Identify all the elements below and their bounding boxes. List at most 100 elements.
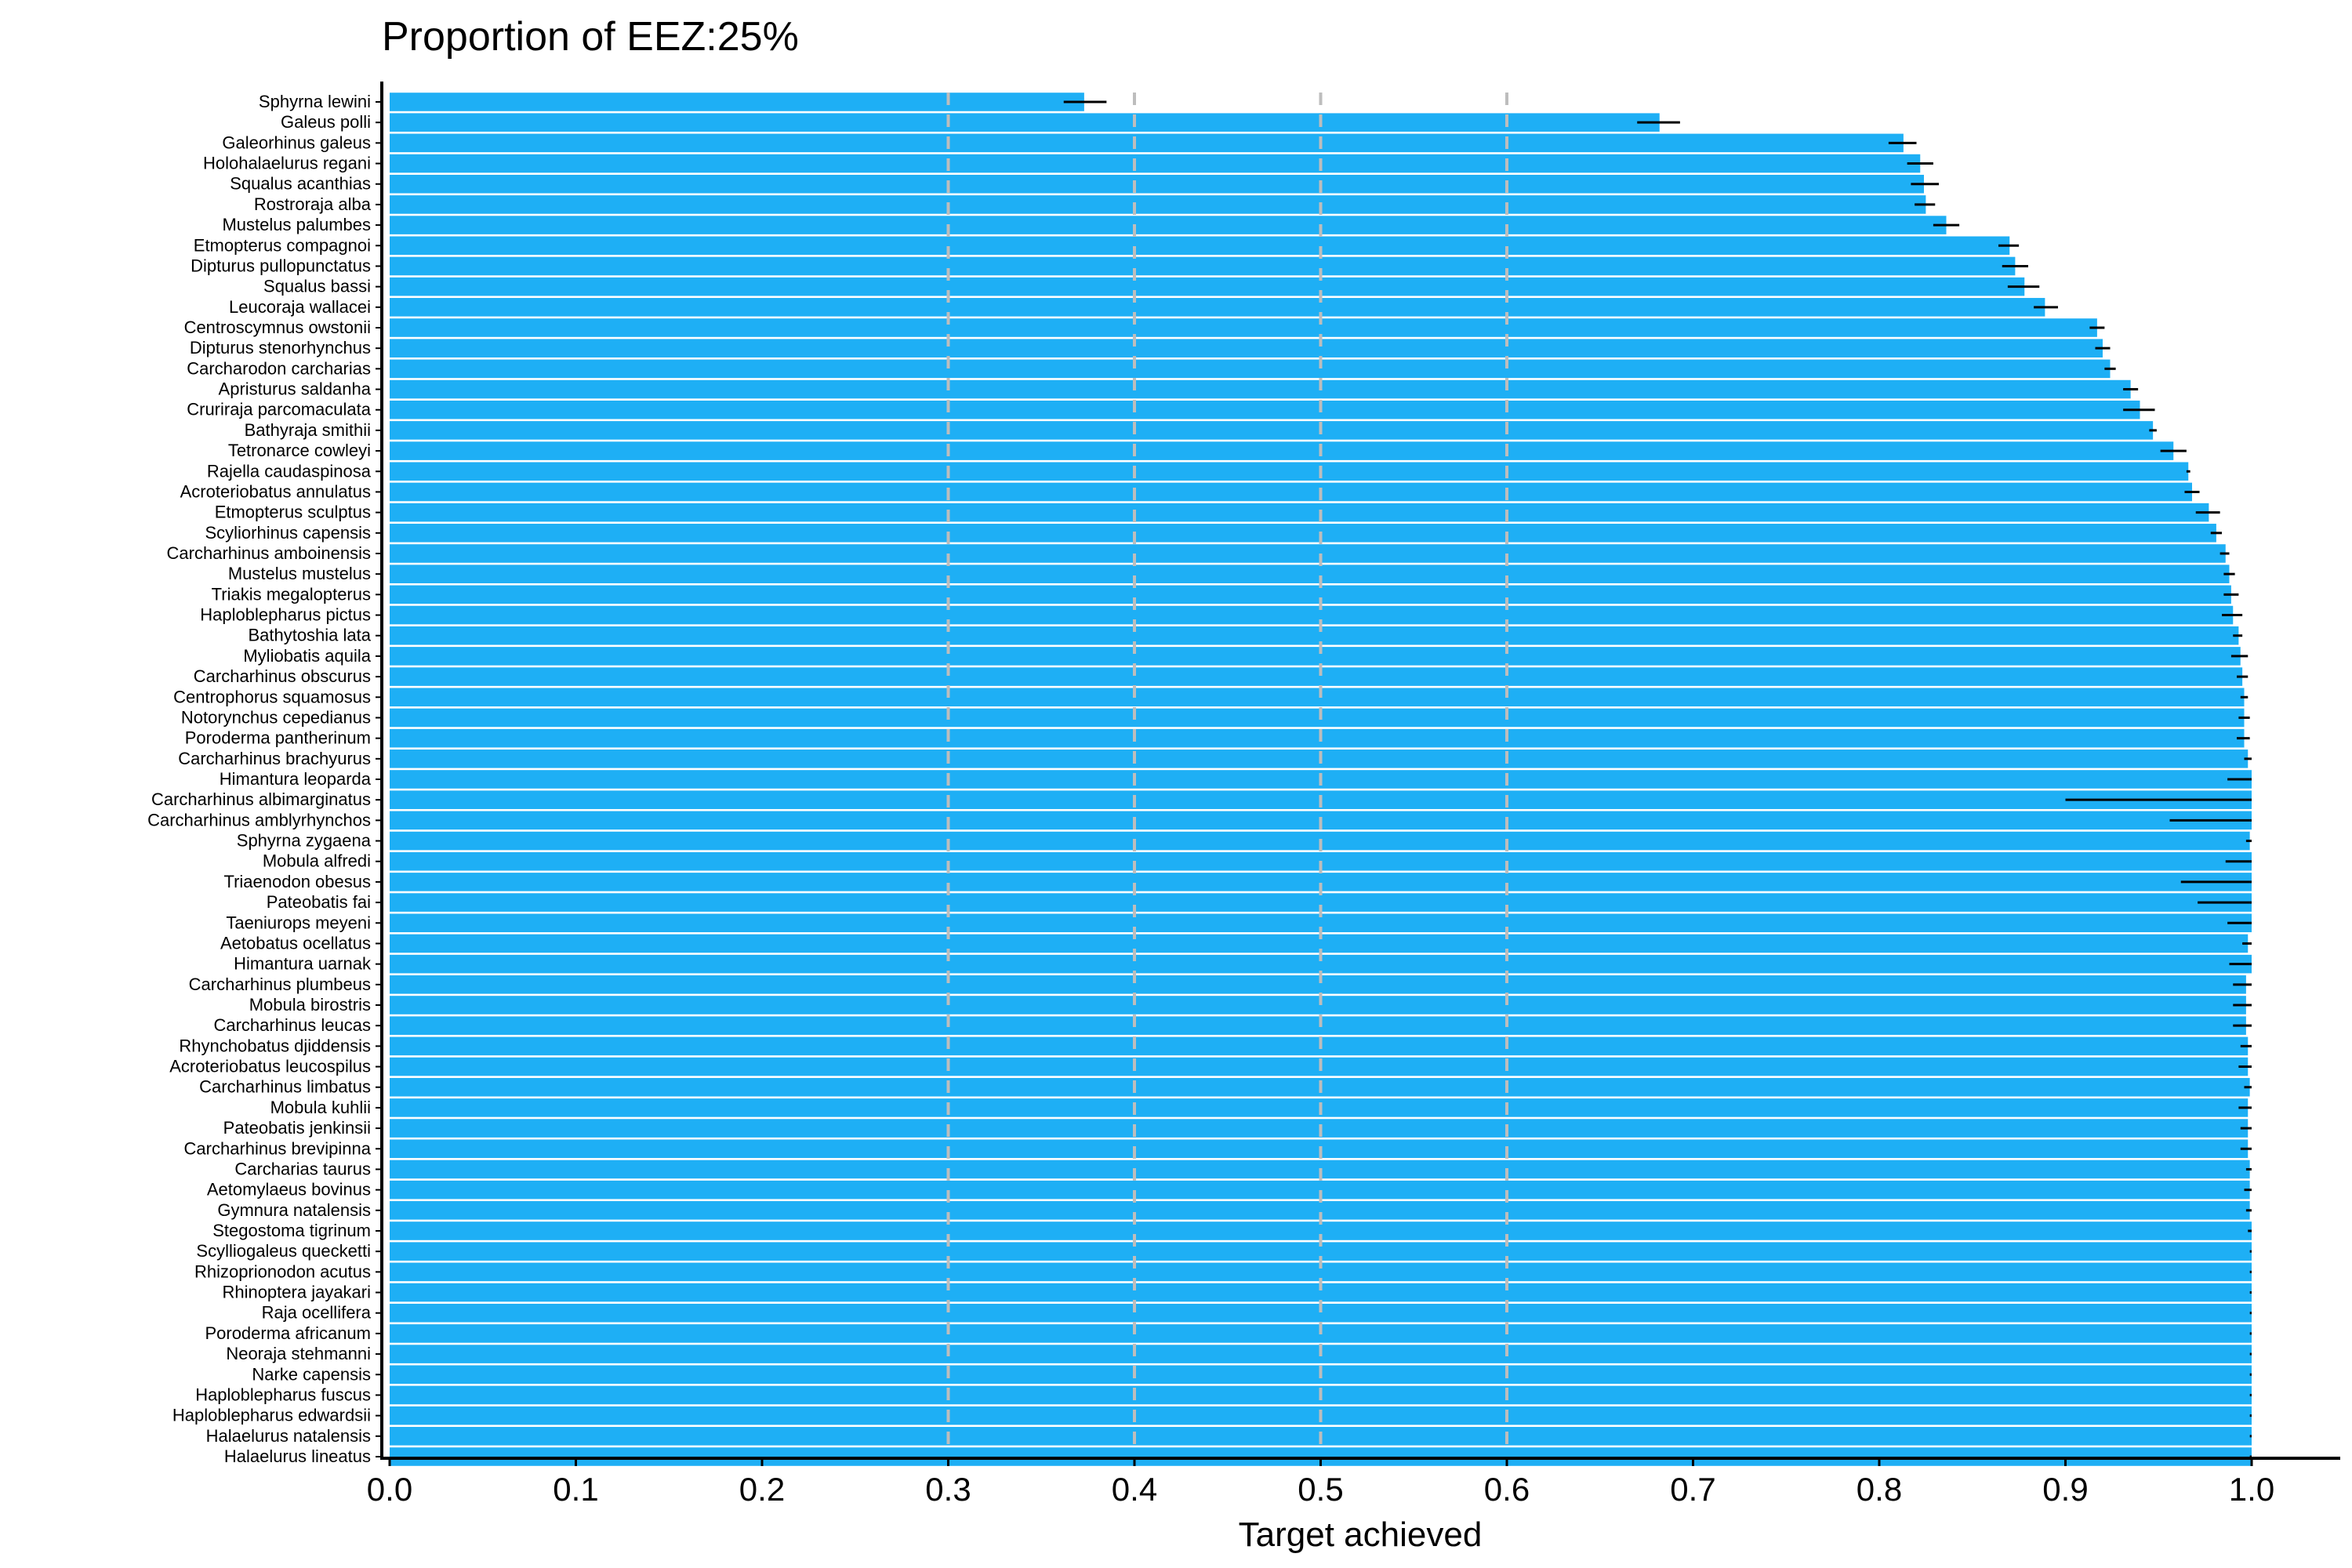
bar xyxy=(390,524,2216,543)
x-tick-label: 0.4 xyxy=(1112,1471,1157,1508)
x-tick-label: 0.7 xyxy=(1670,1471,1715,1508)
category-label: Galeus polli xyxy=(281,112,371,132)
category-label: Haploblepharus pictus xyxy=(200,605,371,625)
bar xyxy=(390,873,2252,891)
category-label: Acroteriobatus annulatus xyxy=(180,481,371,501)
category-label: Rhynchobatus djiddensis xyxy=(179,1036,371,1055)
category-label: Haploblepharus edwardsii xyxy=(172,1406,371,1425)
category-label: Scyliorhinus capensis xyxy=(205,523,371,543)
bar xyxy=(390,503,2209,522)
category-label: Carcharhinus leucas xyxy=(213,1015,371,1035)
bar xyxy=(390,564,2230,583)
category-label: Carcharhinus obscurus xyxy=(194,666,371,686)
bar xyxy=(390,975,2246,994)
bar xyxy=(390,400,2140,419)
category-label: Himantura uarnak xyxy=(234,954,372,974)
category-label: Mobula kuhlii xyxy=(270,1098,371,1117)
category-label: Narke capensis xyxy=(252,1364,371,1384)
bar xyxy=(390,647,2241,666)
bar xyxy=(390,441,2174,460)
bar xyxy=(390,1057,2249,1076)
category-label: Tetronarce cowleyi xyxy=(228,441,371,460)
error-bars-layer xyxy=(1063,100,2252,1458)
bar xyxy=(390,1283,2252,1302)
category-label: Rajella caudaspinosa xyxy=(207,461,372,481)
category-label: Etmopterus sculptus xyxy=(215,503,371,522)
bar xyxy=(390,277,2025,296)
x-tick-label: 0.1 xyxy=(553,1471,598,1508)
category-label: Aetobatus ocellatus xyxy=(220,933,371,953)
category-label: Apristurus saldanha xyxy=(219,379,372,399)
category-label: Carcharhinus albimarginatus xyxy=(151,789,371,809)
category-label: Carcharhinus plumbeus xyxy=(189,975,371,994)
category-label: Cruriraja parcomaculata xyxy=(187,400,372,419)
category-label: Gymnura natalensis xyxy=(217,1200,371,1220)
category-label: Carcharhinus amboinensis xyxy=(167,543,371,563)
bar xyxy=(390,934,2249,953)
category-label: Centrophorus squamosus xyxy=(173,687,371,706)
category-label: Taeniurops meyeni xyxy=(226,913,371,932)
category-label: Mobula alfredi xyxy=(263,851,371,871)
bar xyxy=(390,585,2231,604)
category-label: Triakis megalopterus xyxy=(212,584,371,604)
bar xyxy=(390,1303,2252,1323)
bar xyxy=(390,1036,2249,1056)
category-label: Halaelurus natalensis xyxy=(206,1426,371,1446)
bar xyxy=(390,1201,2250,1220)
reference-lines-layer xyxy=(946,93,1508,1454)
category-label: Holohalaelurus regani xyxy=(203,154,371,173)
x-tick-label: 0.8 xyxy=(1857,1471,1902,1508)
category-label: Leucoraja wallacei xyxy=(229,297,371,317)
category-label: Neoraja stehmanni xyxy=(226,1344,371,1363)
category-label: Pateobatis jenkinsii xyxy=(223,1118,371,1138)
bar xyxy=(390,1016,2246,1035)
bar xyxy=(390,1180,2250,1200)
bar xyxy=(390,339,2103,358)
bar xyxy=(390,236,2010,256)
category-label: Sphyrna zygaena xyxy=(237,831,372,851)
category-label: Dipturus pullopunctatus xyxy=(191,256,371,275)
category-label: Rhizoprionodon acutus xyxy=(194,1261,371,1281)
bar xyxy=(390,626,2239,645)
category-label: Haploblepharus fuscus xyxy=(195,1385,371,1404)
category-label: Dipturus stenorhynchus xyxy=(190,338,371,358)
bar xyxy=(390,605,2234,625)
bar xyxy=(390,1139,2249,1159)
category-label: Rostroraja alba xyxy=(254,194,372,214)
bar xyxy=(390,93,1084,111)
category-label: Raja ocellifera xyxy=(262,1303,372,1323)
bar xyxy=(390,113,1660,132)
x-tick-label: 0.6 xyxy=(1484,1471,1530,1508)
category-label: Sphyrna lewini xyxy=(259,92,371,111)
category-label: Mustelus palumbes xyxy=(222,215,371,234)
x-ticks-layer: 0.0 0.1 0.2 0.3 0.4 0.5 0.6 0.7 0.8 0.9 1.0 xyxy=(367,1458,2274,1508)
x-axis-title: Target achieved xyxy=(1239,1515,1483,1554)
bar xyxy=(390,1098,2249,1117)
bar xyxy=(390,216,1947,234)
category-label: Bathyraja smithii xyxy=(245,420,371,440)
bar xyxy=(390,462,2189,481)
bar xyxy=(390,379,2131,399)
category-label: Carcharhinus limbatus xyxy=(199,1077,371,1097)
category-label: Poroderma africanum xyxy=(205,1323,371,1343)
bar xyxy=(390,421,2154,440)
x-tick-label: 0.5 xyxy=(1298,1471,1343,1508)
bar xyxy=(390,913,2252,933)
bar xyxy=(390,667,2243,686)
bar xyxy=(390,195,1926,214)
bar xyxy=(390,154,1921,173)
x-tick-label: 0.9 xyxy=(2042,1471,2088,1508)
bar xyxy=(390,482,2192,502)
category-label: Acroteriobatus leucospilus xyxy=(169,1057,371,1076)
bar xyxy=(390,544,2226,563)
bar xyxy=(390,893,2252,912)
category-label: Carcharias taurus xyxy=(234,1159,371,1178)
category-label: Centroscymnus owstonii xyxy=(184,318,371,337)
category-label: Myliobatis aquila xyxy=(243,646,371,666)
category-label: Carcharhinus brevipinna xyxy=(184,1138,372,1158)
x-tick-label: 0.3 xyxy=(925,1471,971,1508)
category-label: Squalus acanthias xyxy=(230,174,371,194)
